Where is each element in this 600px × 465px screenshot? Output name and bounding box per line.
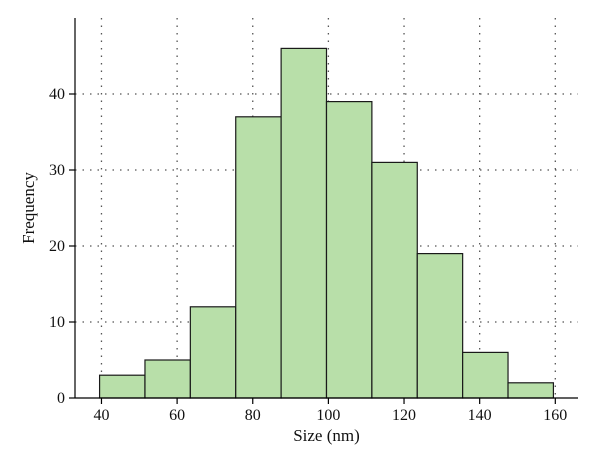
histogram-bar-8 xyxy=(462,351,509,399)
histogram-bar-0 xyxy=(98,374,146,399)
histogram-bar-3 xyxy=(235,116,282,399)
grid xyxy=(75,18,578,398)
x-tick-label-0: 40 xyxy=(93,407,109,424)
x-tick-label-1: 60 xyxy=(169,407,185,424)
axes xyxy=(74,18,578,399)
bars xyxy=(98,47,555,399)
histogram-bar-9 xyxy=(507,382,555,399)
histogram-bar-4 xyxy=(280,47,328,399)
x-tick-label-6: 160 xyxy=(543,407,567,424)
y-tick-label-4: 40 xyxy=(49,86,65,103)
y-tick-label-2: 20 xyxy=(49,238,65,255)
y-tick-label-0: 0 xyxy=(57,390,65,407)
x-tick-label-4: 120 xyxy=(392,407,416,424)
y-axis-ticks: 0 10 20 30 40 xyxy=(49,86,75,407)
x-tick-label-3: 100 xyxy=(316,407,340,424)
x-tick-label-2: 80 xyxy=(245,407,261,424)
histogram-bar-5 xyxy=(325,100,373,399)
y-tick-label-3: 30 xyxy=(49,162,65,179)
x-tick-label-5: 140 xyxy=(468,407,492,424)
y-axis-title: Frequency xyxy=(19,172,38,244)
y-tick-label-1: 10 xyxy=(49,314,65,331)
x-axis-ticks: 40 60 80 100 120 140 160 xyxy=(93,398,567,424)
x-axis-title: Size (nm) xyxy=(293,426,360,445)
histogram-bar-2 xyxy=(189,306,237,399)
histogram-bar-6 xyxy=(371,161,418,399)
histogram-bar-1 xyxy=(144,359,191,399)
histogram-bar-7 xyxy=(416,253,464,399)
